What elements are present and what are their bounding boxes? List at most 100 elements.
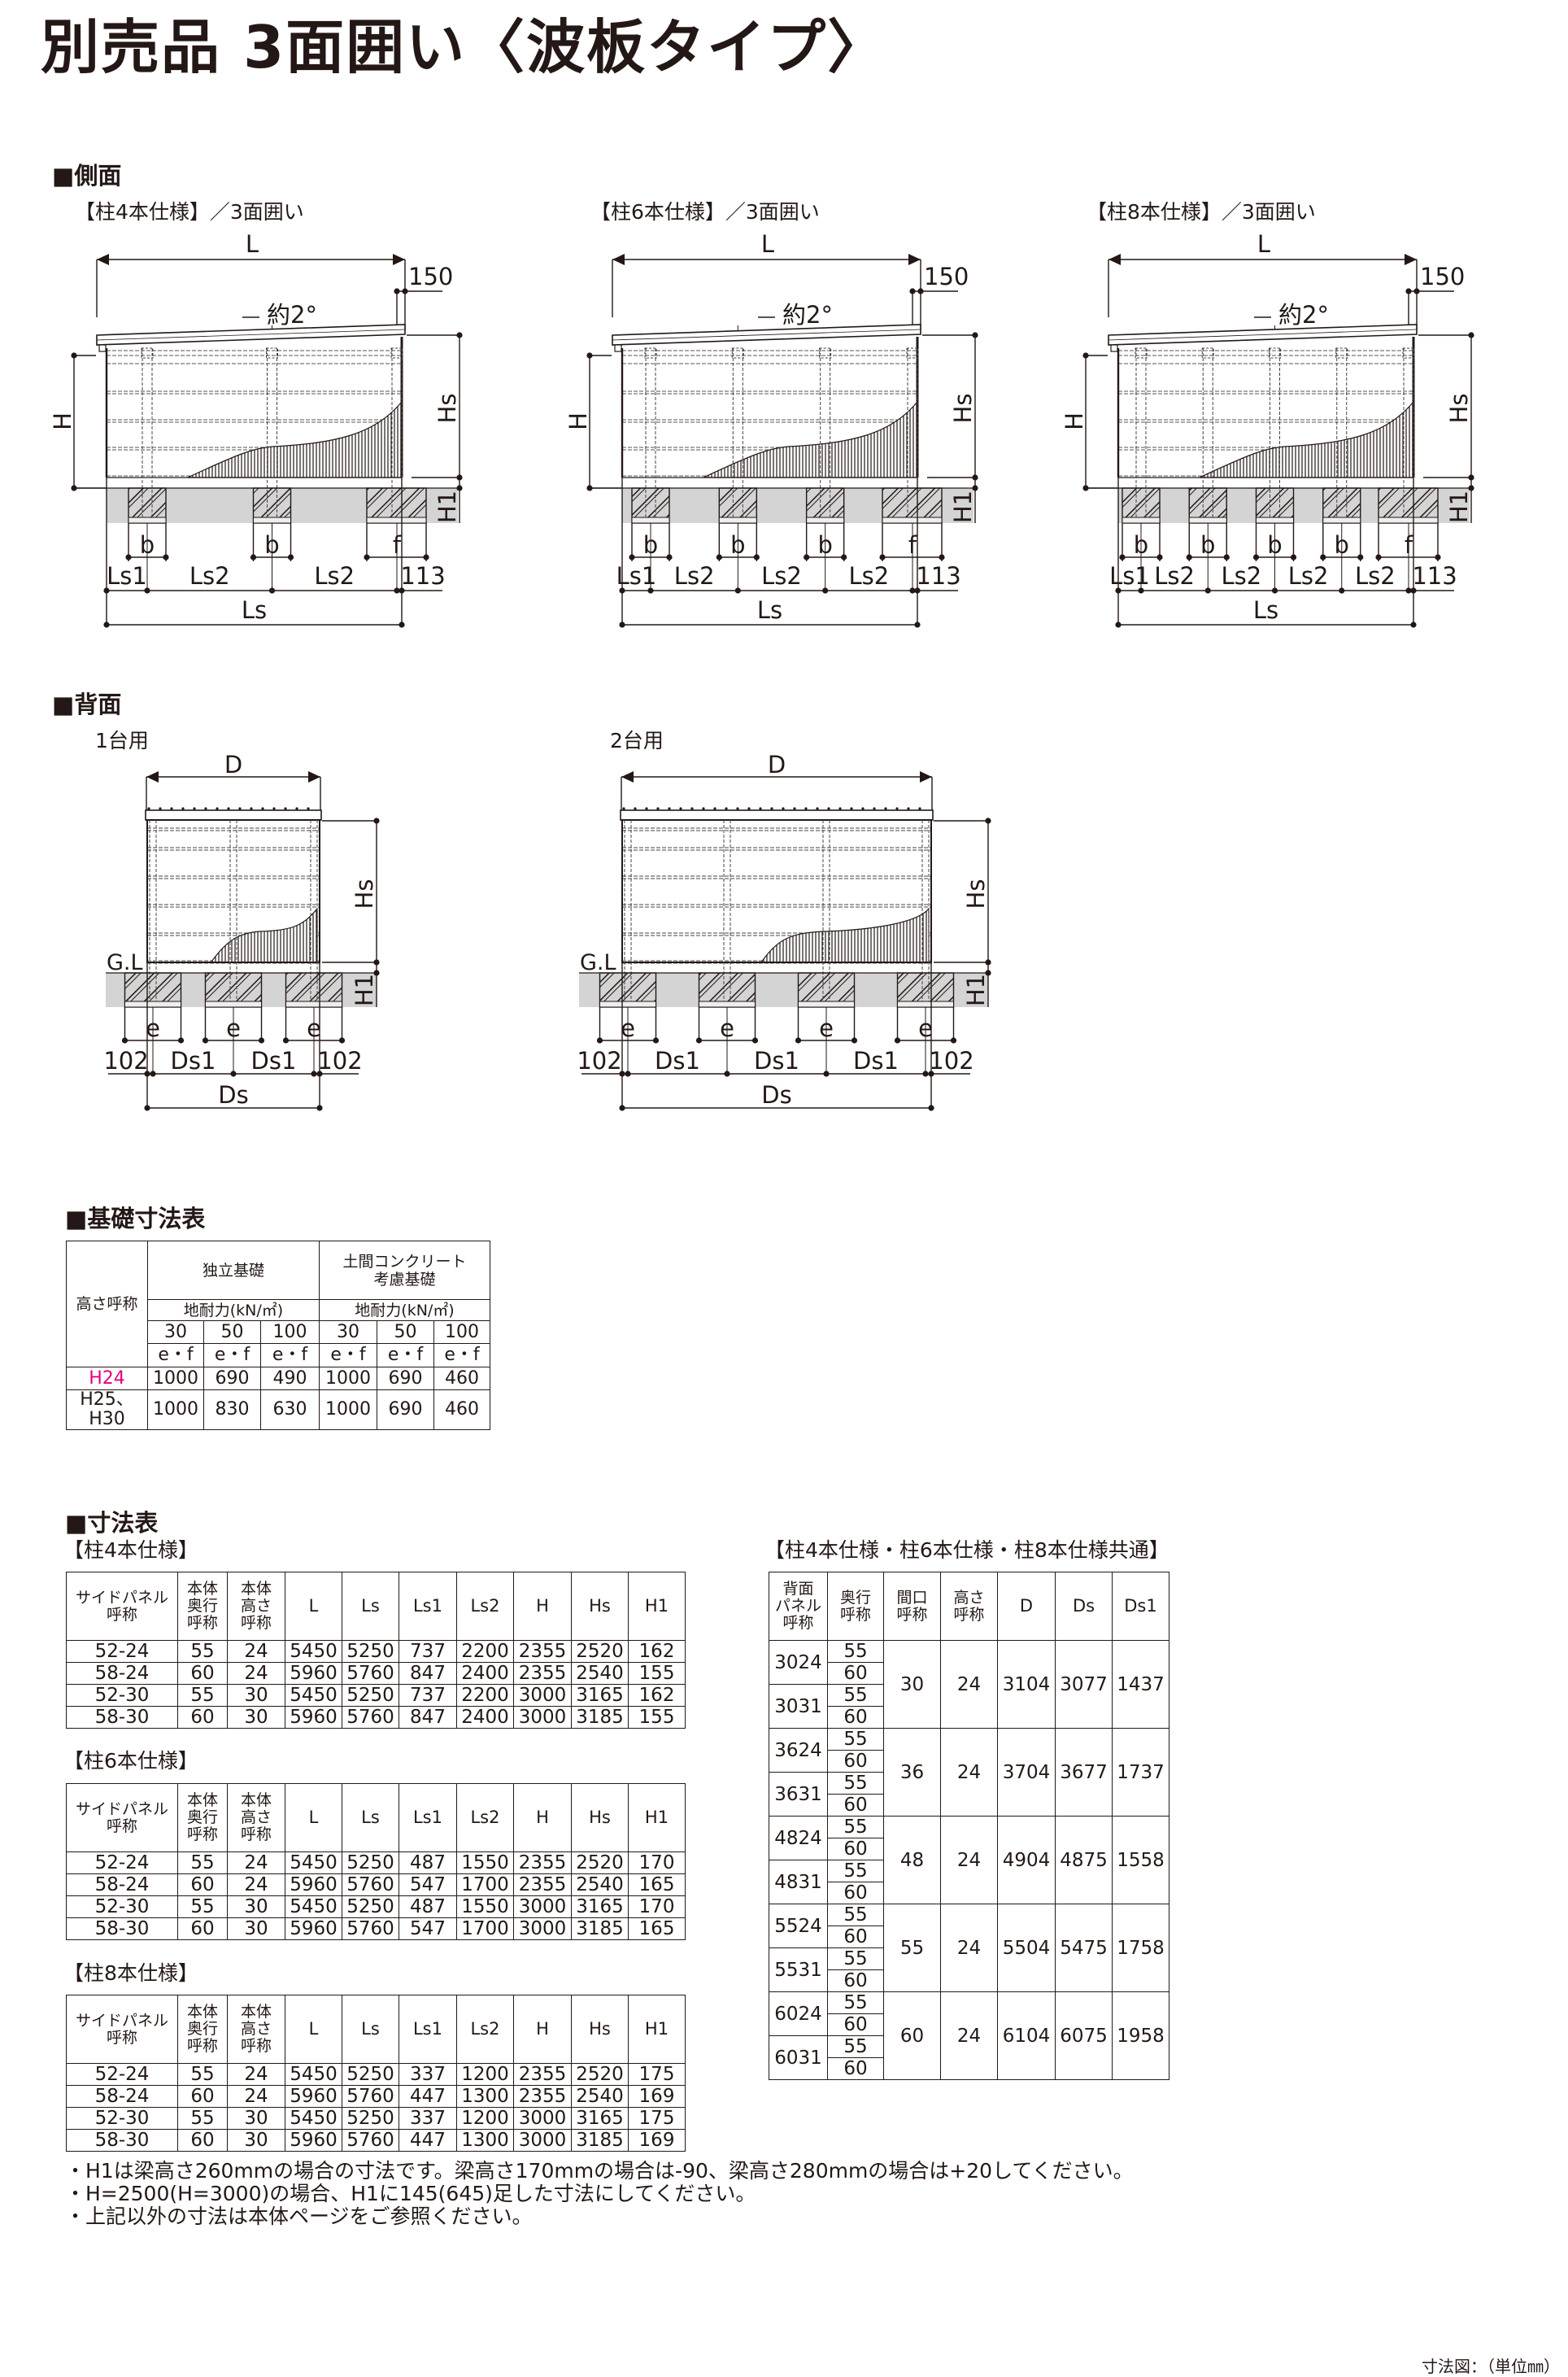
side-caption-4: 【柱4本仕様】／3面囲い <box>75 200 304 224</box>
depth-cell: 55 <box>827 1640 884 1663</box>
column-header: L <box>285 1783 342 1852</box>
post-span-label: Ls2 <box>1222 562 1262 590</box>
table-cell: 3000 <box>513 2107 572 2130</box>
table-row: 58-24 60 24 5960 5760 447 1300 2355 2540 169 <box>66 2085 686 2108</box>
column-header: Ls1 <box>399 1783 457 1852</box>
table-cell: 3104 <box>997 1640 1056 1729</box>
table-cell: 2520 <box>571 2063 629 2086</box>
table-cell: 30 <box>227 2107 285 2130</box>
footing-width-label: b <box>1335 531 1349 559</box>
table-cell: 3000 <box>513 1684 572 1707</box>
table-cell: 1300 <box>456 2129 514 2152</box>
corrugation-ridge <box>827 807 830 810</box>
table-cell: 487 <box>399 1895 457 1918</box>
depth-cell: 55 <box>827 2035 884 2058</box>
dimension-dot <box>647 587 654 594</box>
corrugation-ridge <box>679 807 682 810</box>
table-cell: 155 <box>628 1706 686 1729</box>
depth-cell: 55 <box>827 1728 884 1751</box>
beam-bracket <box>1269 347 1281 359</box>
dimension-table-8-posts: サイドパネル 呼称 本体 奥行 呼称 本体 高さ 呼称 L Ls Ls1 Ls2 H Hs H1 5… <box>66 1995 686 2152</box>
footing-width-label: b <box>730 531 745 559</box>
corrugation-ridge <box>216 807 219 810</box>
table-row: 4831 55 <box>769 1860 1169 1904</box>
load-header: 100 <box>260 1320 320 1344</box>
dimension-dot <box>619 1105 625 1111</box>
note: ・H=2500(H=3000)の場合、H1に145(645)足した寸法にしてくだ… <box>65 2182 756 2205</box>
leveling-concrete <box>718 517 757 524</box>
dimension-dot <box>950 1037 957 1044</box>
dimension-dot <box>144 1071 150 1077</box>
end-offset-label: 102 <box>317 1047 362 1075</box>
table-cell: 24 <box>227 1662 285 1685</box>
dimension-dot <box>666 554 673 560</box>
ground-level-label: G.L <box>107 950 143 975</box>
column-header: H <box>513 1572 572 1641</box>
corrugation-ridge <box>284 807 287 810</box>
corrugation-ridge <box>250 807 253 810</box>
corrugated-panel <box>1199 401 1413 478</box>
table-cell: 5960 <box>285 1873 342 1896</box>
dimension-dot <box>1138 587 1144 594</box>
table-cell: 847 <box>399 1706 457 1729</box>
table-cell: 1550 <box>456 1851 514 1874</box>
table-cell: 2540 <box>571 1662 629 1685</box>
depth-cell: 55 <box>827 1947 884 1970</box>
panel-name: 6024 <box>769 1991 828 2036</box>
post-span-label: Ds1 <box>171 1047 216 1075</box>
table-cell: 3185 <box>571 2129 629 2152</box>
table-cell: 24 <box>227 1873 285 1896</box>
note: ・H1は梁高さ260mmの場合の寸法です。梁高さ170mmの場合は-90、梁高さ… <box>65 2159 1134 2183</box>
table-cell: 5250 <box>342 1851 399 1874</box>
dimension-label-Hs: Hs <box>949 394 977 424</box>
dimension-table-6-posts: サイドパネル 呼称 本体 奥行 呼称 本体 高さ 呼称 L Ls Ls1 Ls2 H Hs H1 5… <box>66 1783 686 1940</box>
dimension-dot <box>822 587 829 594</box>
column-header: L <box>285 1572 342 1641</box>
corrugation-ridge <box>838 807 842 810</box>
dimension-dot <box>851 1037 858 1044</box>
corrugation-ridge <box>238 807 242 810</box>
arrowhead <box>146 771 159 783</box>
end-offset-label: 113 <box>1412 562 1457 590</box>
table-row: 60 <box>769 1882 1169 1904</box>
dimension-dot <box>1156 554 1163 560</box>
end-offset-label: 113 <box>400 562 445 590</box>
table-row: 58-30 60 30 5960 5760 847 2400 3000 3185 155 <box>66 1706 686 1729</box>
table-row: 58-24 60 24 5960 5760 547 1700 2355 2540 165 <box>66 1873 686 1896</box>
corrugated-panel <box>703 401 917 478</box>
footing-width-label: f <box>908 531 917 559</box>
column-header: 本体 奥行 呼称 <box>177 1995 228 2064</box>
table-cell: 737 <box>399 1640 457 1663</box>
arrowhead <box>393 254 405 265</box>
arrowhead <box>308 771 320 783</box>
dimension-dot <box>985 959 991 966</box>
table-cell: 4875 <box>1055 1816 1113 1904</box>
arrowhead <box>1108 254 1121 265</box>
dimension-label-Ls: Ls <box>1253 596 1278 624</box>
dimension-dot <box>939 554 945 560</box>
depth-cell: 60 <box>827 1706 884 1729</box>
dimension-dot <box>917 288 924 294</box>
corrugation-ridge <box>634 807 637 810</box>
dimension-dot <box>103 622 110 628</box>
dimension-label-H: H <box>49 412 76 430</box>
dimension-table-4-posts: サイドパネル 呼称 本体 奥行 呼称 本体 高さ 呼称 L Ls Ls1 Ls2 H Hs H1 5… <box>66 1572 686 1729</box>
table-cell: 169 <box>628 2129 686 2152</box>
post-span-label: Ls1 <box>107 562 147 590</box>
post-span-label: Ls1 <box>1109 562 1150 590</box>
footing-width-label: b <box>264 531 279 559</box>
roof-edge <box>96 329 406 341</box>
table-cell: 162 <box>628 1640 686 1663</box>
dimension-dot <box>716 554 722 560</box>
column-header: サイドパネル 呼称 <box>66 1783 178 1852</box>
table-cell: 4904 <box>997 1816 1056 1904</box>
dimension-dot <box>311 1071 317 1077</box>
footing-width-label: b <box>140 531 155 559</box>
corrugation-ridge <box>204 807 207 810</box>
table-cell: 5960 <box>285 2085 342 2108</box>
dimension-dot <box>250 554 257 560</box>
beam-bracket <box>1135 347 1148 359</box>
table-cell: 1958 <box>1112 1991 1169 2080</box>
dimension-dot <box>753 554 760 560</box>
sub-header: e・f <box>377 1343 434 1367</box>
